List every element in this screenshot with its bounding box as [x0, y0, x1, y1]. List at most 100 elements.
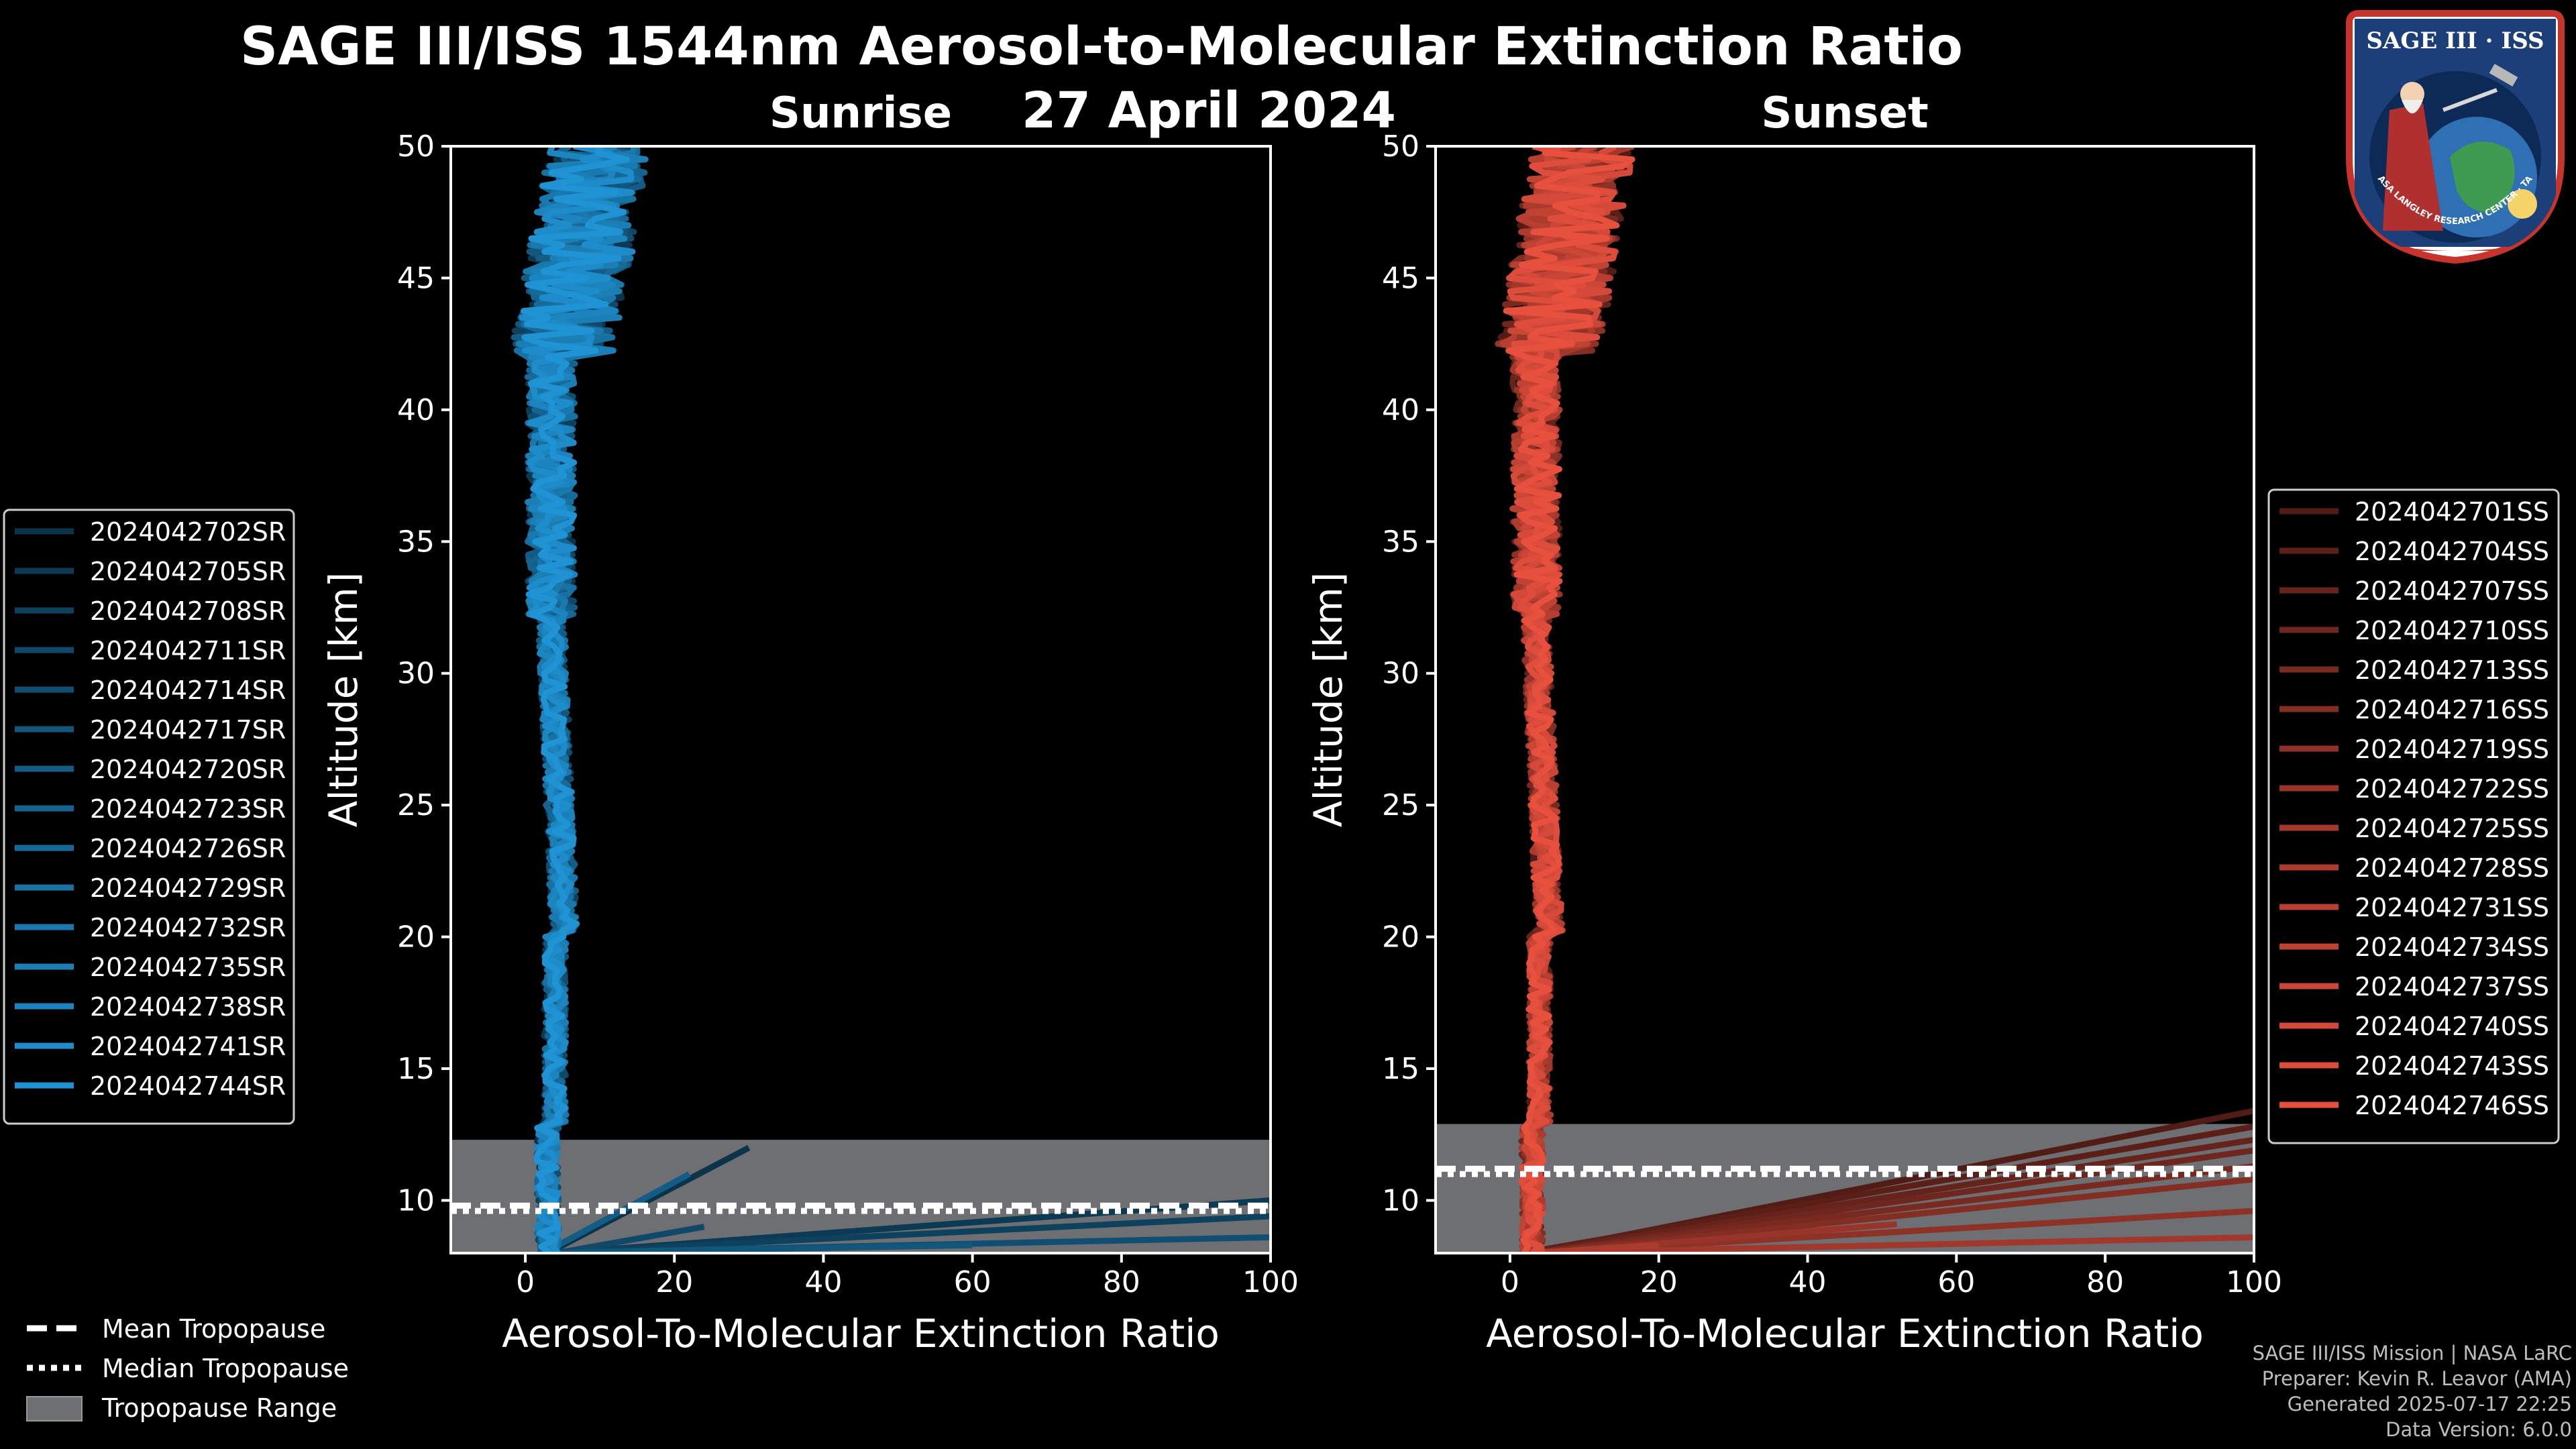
profile-2024042710SS [1501, 146, 2254, 1253]
profiles-sunset [1495, 146, 2254, 1253]
profile-2024042716SS [1507, 146, 2254, 1253]
legend-entry: 2024042732SR [90, 913, 286, 943]
axes-frame-sunset [1434, 145, 2255, 1254]
legend-entry: 2024042740SS [2355, 1012, 2549, 1041]
y-tick-label: 40 [397, 393, 435, 427]
legend-range-label: Tropopause Range [101, 1393, 337, 1423]
y-tick-label: 30 [397, 657, 435, 691]
profile-2024042707SS [1509, 146, 2254, 1253]
y-tick-label: 40 [1382, 393, 1419, 427]
legend-entry: 2024042707SS [2355, 576, 2549, 606]
y-tick-label: 45 [397, 261, 435, 295]
x-tick-label: 40 [1789, 1265, 1827, 1299]
x-tick-label: 80 [1103, 1265, 1140, 1299]
x-tick-label: 0 [1501, 1265, 1519, 1299]
legend-sunrise: 2024042702SR 2024042705SR 2024042708SR 2024… [3, 508, 295, 1125]
footer-mission: SAGE III/ISS Mission | NASA LaRC [2252, 1342, 2572, 1364]
legend-entry: 2024042722SS [2355, 774, 2549, 804]
legend-entry: 2024042738SR [90, 992, 286, 1022]
legend-entry: 2024042729SR [90, 873, 286, 903]
axes-frame-sunrise [449, 145, 1272, 1254]
legend-entry: 2024042717SR [90, 715, 286, 745]
y-tick-label: 15 [1382, 1052, 1419, 1086]
y-tick-label: 35 [1382, 525, 1419, 559]
legend-box [3, 508, 295, 1125]
x-axis-label: Aerosol-To-Molecular Extinction Ratio [502, 1311, 1220, 1356]
legend-entry: 2024042741SR [90, 1032, 286, 1061]
legend-entry: 2024042723SR [90, 794, 286, 824]
legend-entry: 2024042720SR [90, 755, 286, 784]
legend-entry: 2024042716SS [2355, 695, 2549, 724]
legend-entry: 2024042702SR [90, 517, 286, 547]
logo-title: SAGE III · ISS [2366, 28, 2544, 54]
x-tick-label: 0 [516, 1265, 535, 1299]
y-tick-label: 30 [1382, 657, 1419, 691]
legend-entry: 2024042731SS [2355, 893, 2549, 922]
legend-entry: 2024042735SR [90, 953, 286, 982]
legend-entry: 2024042719SS [2355, 735, 2549, 764]
legend-entry: 2024042734SS [2355, 932, 2549, 962]
profiles-sunrise [511, 146, 1271, 1253]
legend-entry: 2024042743SS [2355, 1051, 2549, 1081]
x-axis-label: Aerosol-To-Molecular Extinction Ratio [1486, 1311, 2204, 1356]
profile-2024042705SR [525, 146, 1271, 1253]
panel-title-sunrise: Sunrise [769, 89, 952, 138]
profile-2024042704SS [1503, 146, 2254, 1253]
y-tick-label: 50 [397, 129, 435, 164]
x-tick-label: 100 [2226, 1265, 2282, 1299]
profile-2024042725SS [1509, 146, 2254, 1253]
x-tick-label: 20 [1640, 1265, 1678, 1299]
chart-title: SAGE III/ISS 1544nm Aerosol-to-Molecular… [240, 17, 1963, 77]
profile-2024042701SS [1497, 146, 2254, 1253]
profile-2024042714SR [513, 146, 1271, 1253]
footer-preparer: Preparer: Kevin R. Leavor (AMA) [2261, 1367, 2572, 1390]
legend-entry: 2024042746SS [2355, 1091, 2549, 1120]
legend-entry: 2024042708SR [90, 596, 286, 626]
footer-credits: SAGE III/ISS Mission | NASA LaRC Prepare… [2253, 1340, 2572, 1442]
legend-entry: 2024042705SR [90, 557, 286, 586]
legend-entry: 2024042726SR [90, 834, 286, 863]
profile-2024042708SR [512, 146, 1271, 1253]
x-tick-label: 60 [1937, 1265, 1975, 1299]
legend-median-label: Median Tropopause [102, 1354, 349, 1383]
y-tick-label: 35 [397, 525, 435, 559]
x-tick-label: 100 [1242, 1265, 1299, 1299]
legend-entry: 2024042714SR [90, 676, 286, 705]
legend-entry: 2024042710SS [2355, 616, 2549, 645]
profile-2024042746SS [1503, 146, 1635, 1253]
profile-2024042719SS [1505, 146, 2254, 1253]
y-tick-label: 20 [397, 920, 435, 955]
legend-range-swatch [26, 1396, 83, 1421]
legend-box [2267, 488, 2560, 1144]
profile-2024042744SR [521, 146, 630, 1253]
y-tick-label: 10 [1382, 1183, 1419, 1218]
legend-entry: 2024042704SS [2355, 537, 2549, 566]
footer-generated: Generated 2025-07-17 22:25 [2287, 1393, 2572, 1415]
y-axis-label: Altitude [km] [321, 572, 366, 827]
legend-entry: 2024042728SS [2355, 853, 2549, 883]
x-tick-label: 40 [804, 1265, 842, 1299]
legend-entry: 2024042711SR [90, 636, 286, 665]
y-axis-label: Altitude [km] [1305, 572, 1351, 827]
legend-sunset: 2024042701SS 2024042704SS 2024042707SS 2024… [2267, 488, 2560, 1144]
chart-date: 27 April 2024 [1022, 82, 1396, 140]
x-tick-label: 20 [655, 1265, 693, 1299]
y-tick-label: 25 [397, 788, 435, 822]
y-tick-label: 10 [397, 1183, 435, 1218]
legend-entry: 2024042701SS [2355, 497, 2549, 527]
sage-iii-iss-logo: SAGE III · ISS BALL · NASA LANGLEY RESEA… [2339, 2, 2568, 264]
x-tick-label: 60 [954, 1265, 991, 1299]
legend-entry: 2024042744SR [90, 1071, 286, 1101]
legend-entry: 2024042725SS [2355, 814, 2549, 843]
legend-entry: 2024042737SS [2355, 972, 2549, 1002]
panel-title-sunset: Sunset [1761, 89, 1928, 138]
legend-mean-label: Mean Tropopause [102, 1314, 325, 1344]
y-tick-label: 45 [1382, 261, 1419, 295]
y-tick-label: 15 [397, 1052, 435, 1086]
y-tick-label: 25 [1382, 788, 1419, 822]
y-tick-label: 20 [1382, 920, 1419, 955]
x-tick-label: 80 [2086, 1265, 2124, 1299]
legend-entry: 2024042713SS [2355, 655, 2549, 685]
profile-2024042713SS [1502, 146, 2254, 1253]
